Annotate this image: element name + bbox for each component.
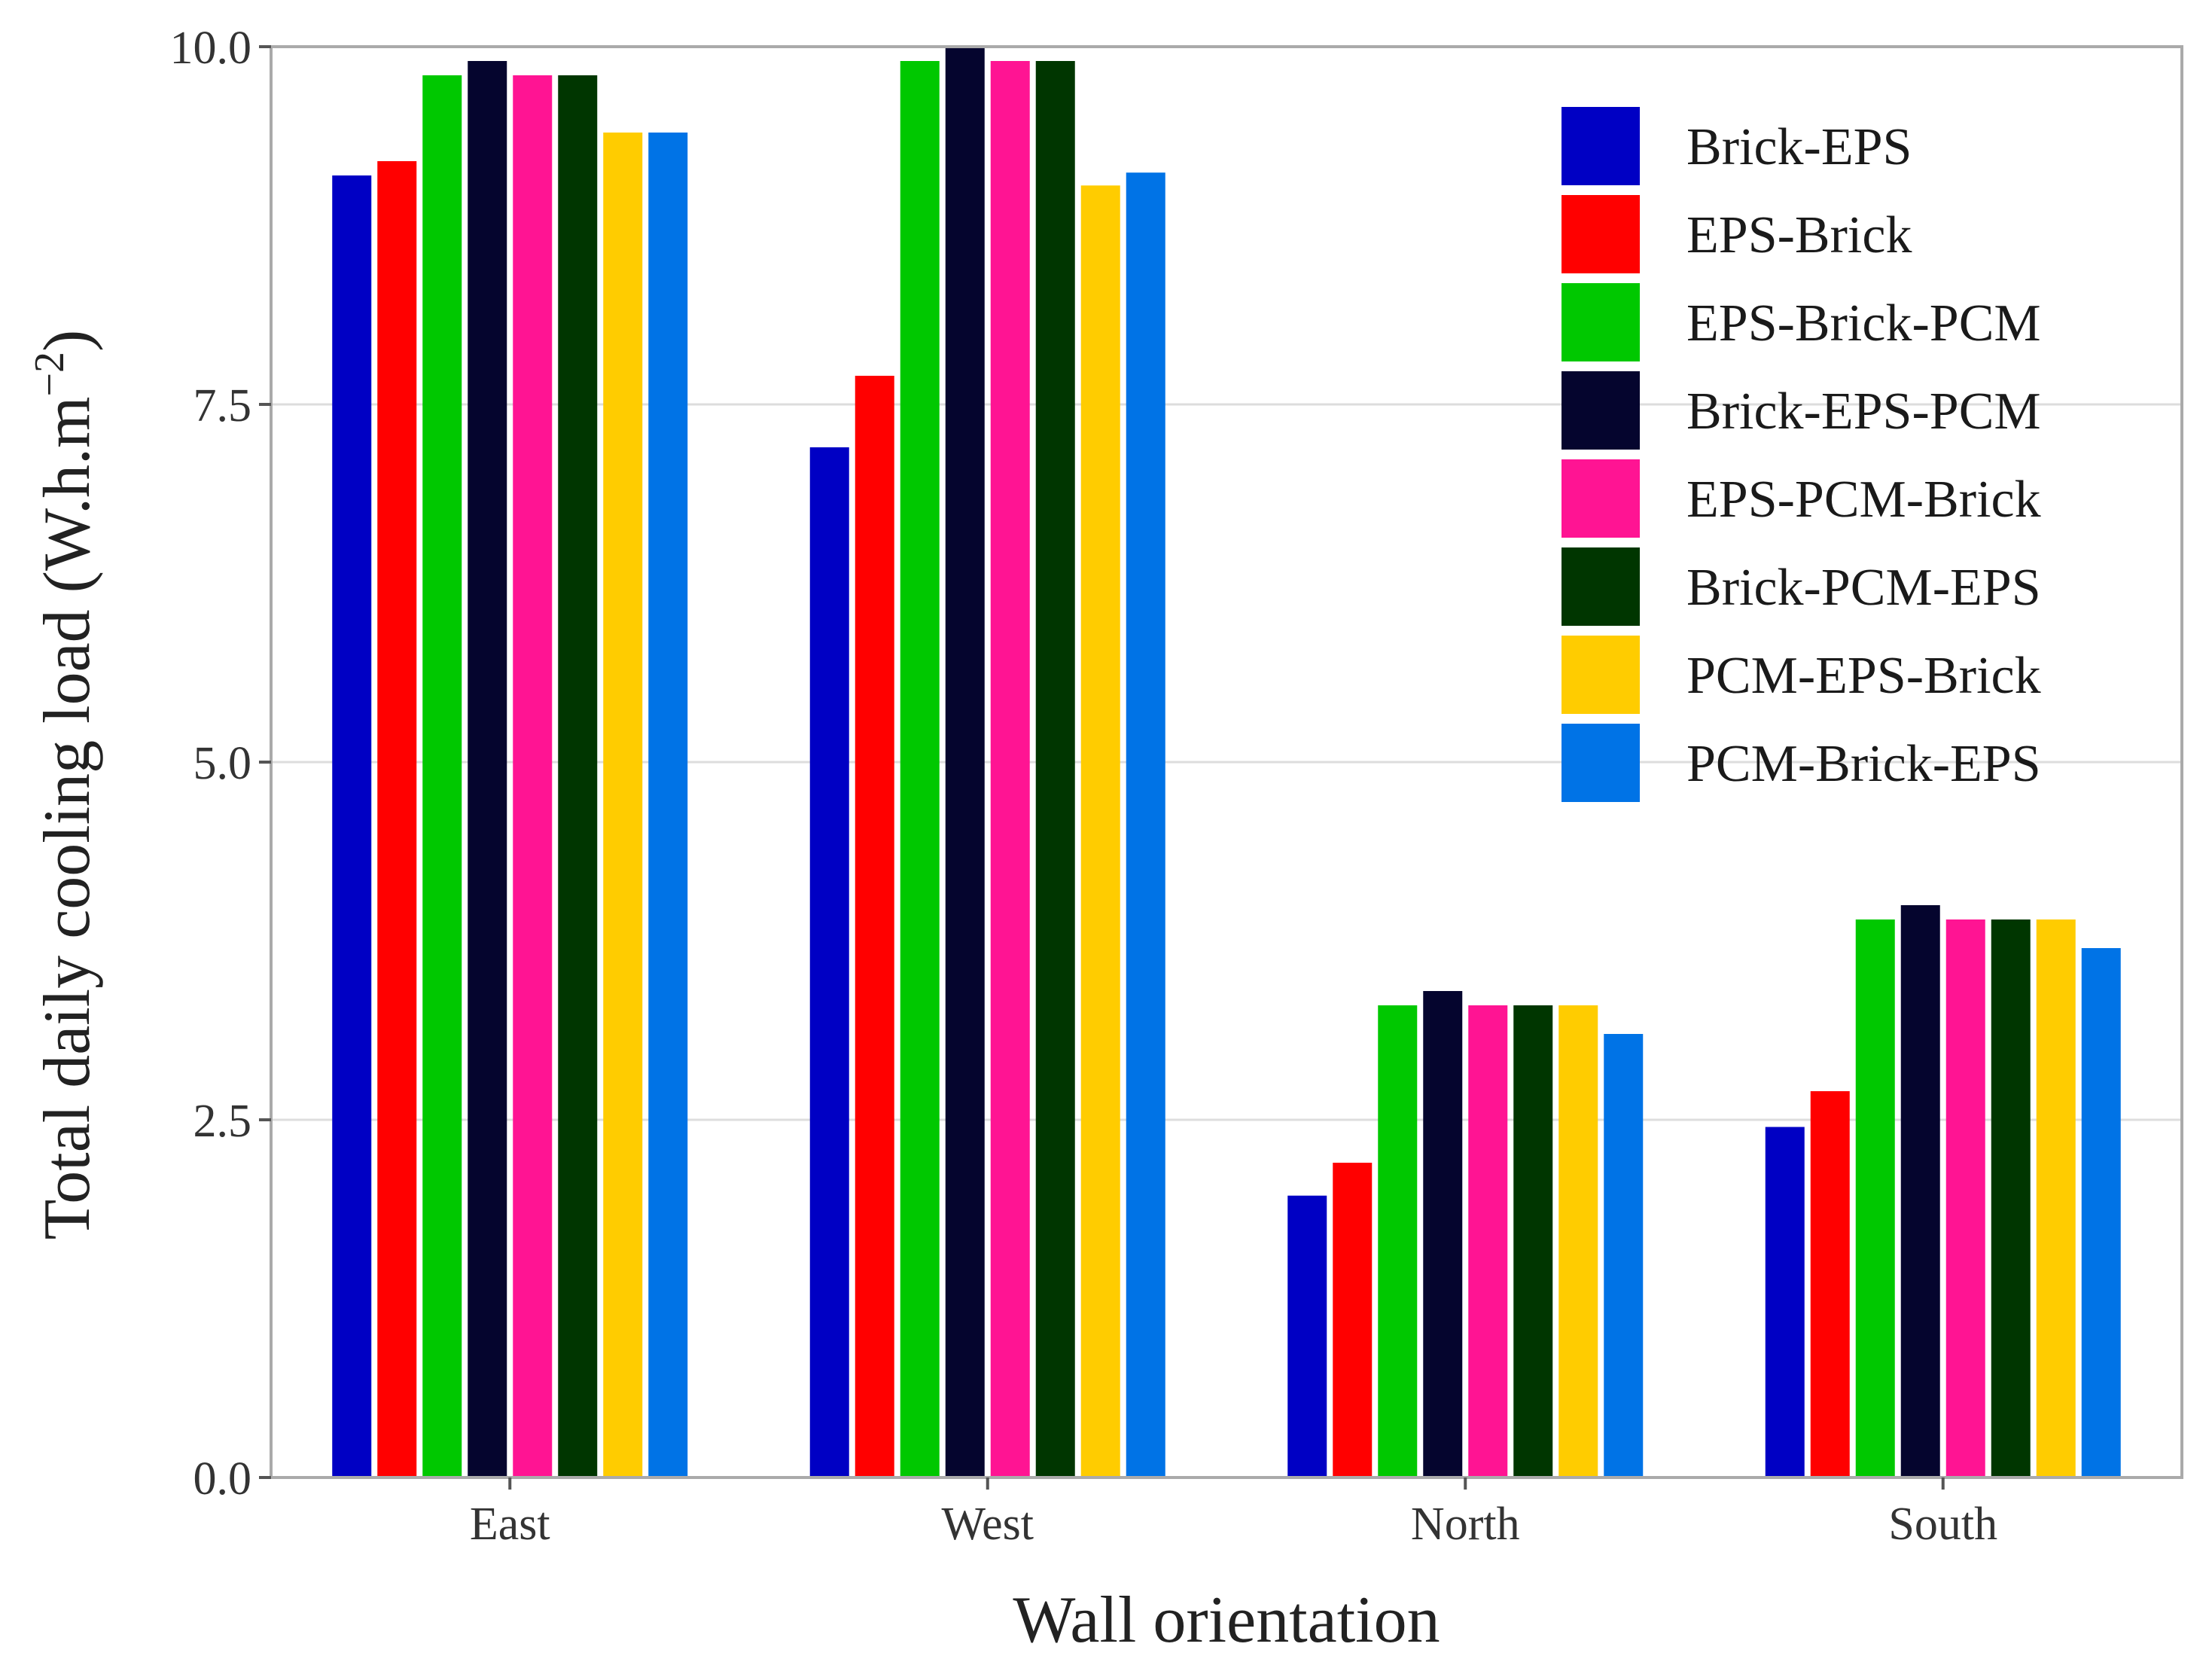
bar-north-brick-eps-pcm — [1423, 991, 1463, 1478]
bar-south-brick-eps-pcm — [1900, 905, 1940, 1478]
legend-label: EPS-Brick-PCM — [1686, 294, 2041, 352]
bars — [332, 47, 2121, 1478]
bar-north-pcm-brick-eps — [1604, 1034, 1644, 1478]
bar-west-eps-brick-pcm — [900, 61, 940, 1478]
y-axis-title-close: ) — [31, 330, 104, 352]
bar-east-eps-brick-pcm — [422, 75, 462, 1478]
bar-west-pcm-brick-eps — [1126, 172, 1165, 1478]
bar-south-eps-brick-pcm — [1855, 919, 1895, 1478]
bar-east-brick-pcm-eps — [558, 75, 598, 1478]
x-tick-label: West — [942, 1499, 1034, 1550]
y-axis-title: Total daily cooling load (W.h.m−2) — [26, 330, 104, 1240]
bar-west-eps-pcm-brick — [990, 61, 1030, 1478]
bar-east-eps-pcm-brick — [513, 75, 553, 1478]
bar-east-pcm-eps-brick — [603, 133, 643, 1478]
bar-south-brick-eps — [1765, 1127, 1805, 1478]
x-axis-title: Wall orientation — [1013, 1584, 1440, 1657]
legend: Brick-EPS EPS-Brick EPS-Brick-PCM Brick-EPS… — [1562, 107, 2041, 802]
legend-label: PCM-EPS-Brick — [1686, 647, 2041, 705]
y-tick-label: 7.5 — [193, 380, 252, 432]
legend-label: Brick-PCM-EPS — [1686, 559, 2041, 617]
y-tick-label: 10.0 — [170, 23, 252, 74]
bar-north-eps-brick-pcm — [1378, 1005, 1418, 1478]
legend-key-brick-pcm-eps — [1562, 547, 1640, 626]
bar-south-brick-pcm-eps — [1991, 919, 2031, 1478]
legend-key-eps-pcm-brick — [1562, 459, 1640, 538]
legend-key-pcm-brick-eps — [1562, 724, 1640, 802]
bar-north-brick-pcm-eps — [1513, 1005, 1553, 1478]
legend-key-eps-brick-pcm — [1562, 283, 1640, 361]
x-tick-label: South — [1888, 1499, 1997, 1550]
y-tick-label: 5.0 — [193, 738, 252, 789]
bar-south-eps-brick — [1810, 1091, 1850, 1478]
bar-north-pcm-eps-brick — [1558, 1005, 1598, 1478]
bar-south-eps-pcm-brick — [1945, 919, 1985, 1478]
legend-key-brick-eps — [1562, 107, 1640, 185]
bar-west-pcm-eps-brick — [1080, 185, 1120, 1478]
bar-north-eps-pcm-brick — [1468, 1005, 1508, 1478]
bar-north-eps-brick — [1333, 1163, 1373, 1478]
bar-west-brick-pcm-eps — [1035, 61, 1075, 1478]
legend-key-pcm-eps-brick — [1562, 636, 1640, 714]
y-tick-label: 0.0 — [193, 1453, 252, 1505]
legend-label: Brick-EPS-PCM — [1686, 383, 2041, 441]
bar-south-pcm-brick-eps — [2081, 948, 2121, 1478]
axes: 0.0 2.5 5.0 7.5 10.0 East West North South — [170, 23, 1998, 1550]
bar-west-brick-eps-pcm — [945, 47, 985, 1478]
legend-label: EPS-PCM-Brick — [1686, 471, 2041, 529]
bar-north-brick-eps — [1287, 1195, 1327, 1478]
bar-west-eps-brick — [855, 376, 894, 1478]
bar-east-pcm-brick-eps — [648, 133, 688, 1478]
bar-south-pcm-eps-brick — [2036, 919, 2076, 1478]
x-tick-label: North — [1411, 1499, 1520, 1550]
bar-east-brick-eps — [332, 175, 372, 1478]
y-tick-label: 2.5 — [193, 1096, 252, 1147]
legend-label: EPS-Brick — [1686, 206, 1912, 264]
legend-label: PCM-Brick-EPS — [1686, 735, 2041, 793]
legend-label: Brick-EPS — [1686, 118, 1912, 176]
legend-key-eps-brick — [1562, 195, 1640, 273]
x-tick-label: East — [470, 1499, 550, 1550]
bar-west-brick-eps — [809, 447, 849, 1478]
y-axis-title-superscript: −2 — [26, 352, 73, 397]
legend-key-brick-eps-pcm — [1562, 371, 1640, 450]
y-axis-title-main: Total daily cooling load (W.h.m — [31, 397, 104, 1240]
bar-east-eps-brick — [377, 161, 417, 1478]
bar-east-brick-eps-pcm — [468, 61, 507, 1478]
